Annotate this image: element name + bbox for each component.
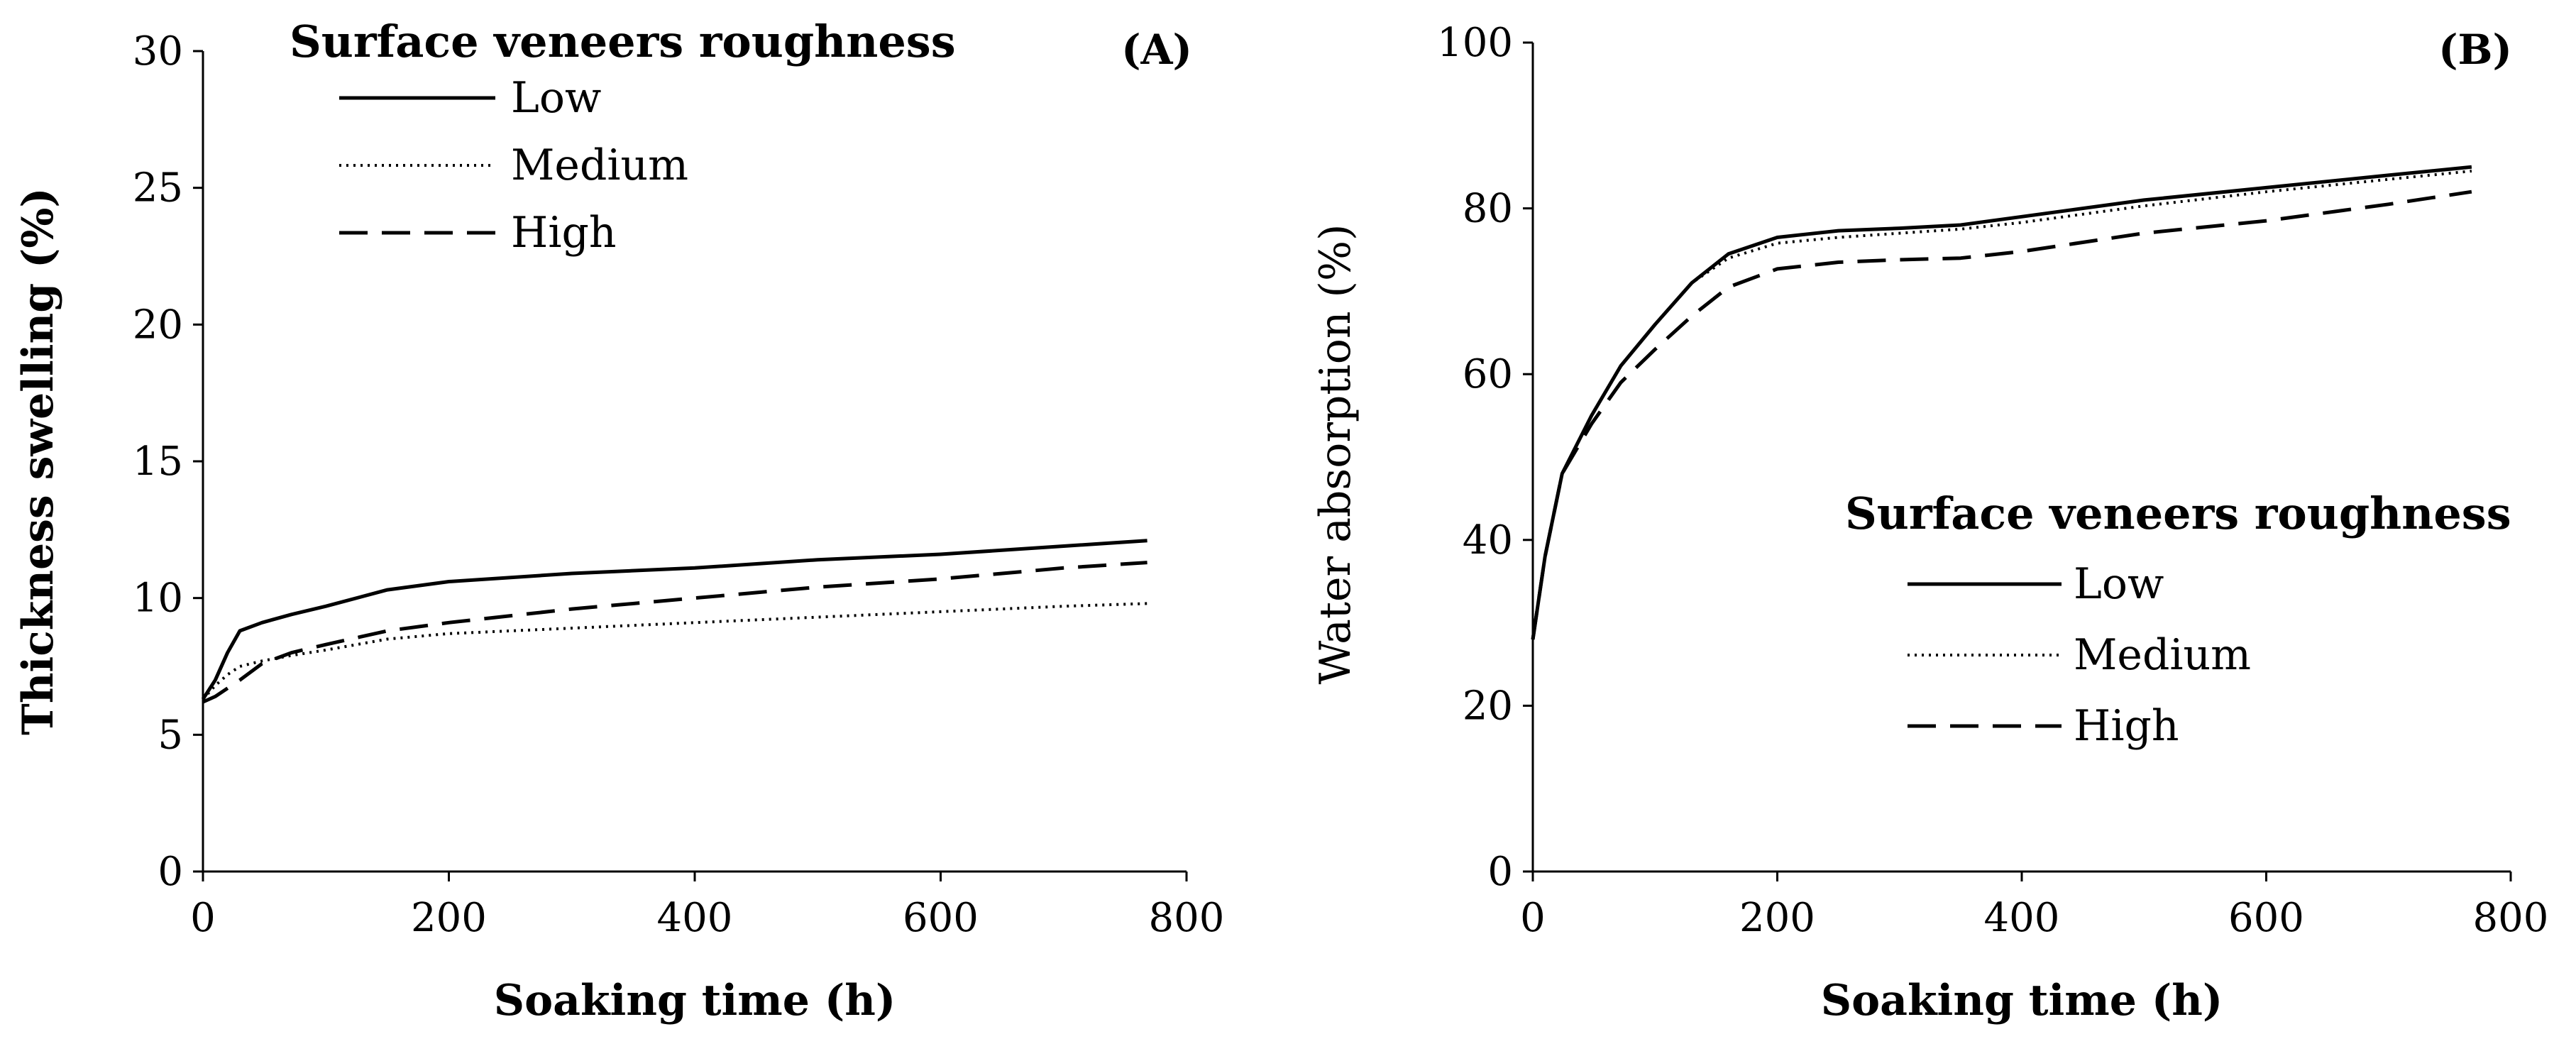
panel-b-y-axis-label: Water absorption (%)	[1311, 224, 1360, 685]
panel-a-x-ticks: 0 200 400 600 800	[190, 872, 1224, 941]
panel-a: 0 5 10 15 20 25 30 0 200 400 600 800 Thickness swe…	[13, 16, 1224, 1026]
panel-b-series-medium-line	[1531, 170, 2472, 640]
panel-a-y-tick-label: 25	[133, 165, 183, 211]
panel-a-y-tick-label: 10	[133, 576, 183, 622]
panel-a-x-tick-label: 600	[903, 895, 979, 941]
panel-b: 0 20 40 60 80 100 0 200 400 600 800 Water absorpt…	[1311, 20, 2548, 1026]
panel-b-x-ticks: 0 200 400 600 800	[1520, 872, 2548, 941]
panel-a-x-tick-label: 800	[1149, 895, 1225, 941]
panel-a-y-tick-label: 5	[158, 712, 183, 758]
panel-a-y-axis-label: Thickness swelling (%)	[13, 187, 63, 735]
panel-b-y-tick-label: 100	[1437, 20, 1513, 66]
panel-b-y-tick-label: 0	[1487, 849, 1513, 895]
panel-a-y-tick-label: 30	[133, 28, 183, 75]
panel-b-legend-label-medium: Medium	[2074, 630, 2251, 680]
panel-b-legend: Surface veneers roughness Low Medium Hig…	[1845, 488, 2511, 751]
panel-a-label: (A)	[1121, 26, 1192, 74]
panel-b-series-high-line	[1531, 189, 2472, 640]
panel-a-x-tick-label: 200	[411, 895, 487, 941]
panel-b-x-tick-label: 400	[1984, 895, 2060, 941]
panel-b-series	[1531, 165, 2472, 640]
panel-a-series-high-line	[202, 561, 1147, 704]
panel-b-y-tick-label: 40	[1463, 517, 1513, 564]
panel-a-legend: Surface veneers roughness Low Medium Hig…	[290, 16, 956, 258]
panel-b-x-axis-label: Soaking time (h)	[1821, 976, 2223, 1026]
panel-b-y-ticks: 0 20 40 60 80 100	[1437, 20, 1533, 895]
panel-a-y-tick-label: 0	[158, 849, 183, 895]
panel-b-x-tick-label: 600	[2228, 895, 2304, 941]
panel-a-x-axis-label: Soaking time (h)	[494, 976, 896, 1026]
panel-a-series-medium-line	[202, 602, 1147, 700]
panel-b-label: (B)	[2438, 26, 2512, 74]
panel-a-y-tick-label: 20	[133, 302, 183, 348]
panel-b-legend-label-high: High	[2074, 701, 2179, 751]
panel-a-y-ticks: 0 5 10 15 20 25 30	[133, 28, 203, 895]
panel-b-y-tick-label: 20	[1463, 683, 1513, 729]
panel-a-x-tick-label: 400	[657, 895, 733, 941]
panel-a-y-tick-label: 15	[133, 439, 183, 485]
panel-b-x-tick-label: 800	[2473, 895, 2549, 941]
panel-b-x-tick-label: 0	[1520, 895, 1546, 941]
panel-a-series	[201, 539, 1147, 704]
panel-b-series-low-line	[1531, 165, 2472, 640]
panel-a-legend-label-low: Low	[511, 73, 601, 123]
panel-b-legend-label-low: Low	[2074, 559, 2164, 609]
panel-a-legend-title: Surface veneers roughness	[290, 16, 956, 67]
panel-b-x-tick-label: 200	[1739, 895, 1815, 941]
panel-b-y-tick-label: 80	[1463, 186, 1513, 232]
panel-a-series-low-line	[201, 539, 1147, 700]
panel-b-legend-title: Surface veneers roughness	[1845, 488, 2511, 539]
panel-b-y-tick-label: 60	[1463, 351, 1513, 397]
panel-a-x-tick-label: 0	[190, 895, 216, 941]
panel-a-legend-label-high: High	[511, 208, 617, 258]
panel-a-legend-label-medium: Medium	[511, 141, 688, 190]
